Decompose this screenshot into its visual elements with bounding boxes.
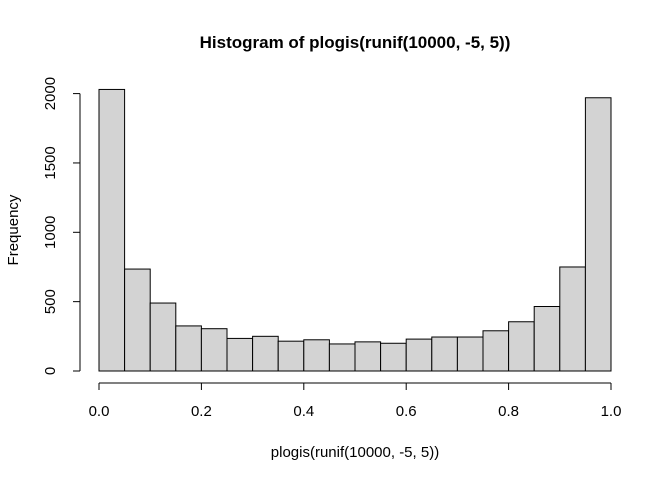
x-tick-label: 0.6 [396,403,417,420]
y-axis: 0 500 1000 1500 2000 [42,77,81,375]
x-tick-label: 0.2 [191,403,212,420]
histogram-bar [328,343,356,372]
histogram-bar [380,342,407,372]
histogram-bar [482,330,510,372]
histogram-bar [175,325,202,372]
histogram-bar [533,306,561,372]
histogram-bar [226,337,254,372]
histogram-bar [303,339,330,372]
histogram-bar [456,336,484,372]
x-tick-label: 1.0 [601,403,622,420]
y-tick-label: 500 [42,289,59,314]
x-tick-label: 0.4 [293,403,314,420]
histogram-bar [354,341,382,372]
histogram-bar [252,335,279,372]
y-tick-label: 2000 [42,77,59,110]
x-axis: 0.0 0.2 0.4 0.6 0.8 1.0 [89,382,622,420]
histogram-bar [584,97,612,372]
y-tick-label: 1500 [42,146,59,179]
histogram-bar [559,266,586,372]
histogram-bar [405,338,433,372]
x-tick-label: 0.0 [89,403,110,420]
y-tick-label: 1000 [42,216,59,249]
x-axis-label: plogis(runif(10000, -5, 5)) [271,444,439,461]
histogram-bar [508,321,535,372]
histogram-bar [124,268,151,372]
y-tick-label: 0 [42,367,59,375]
histogram-bar [149,302,177,372]
histogram-bar [431,336,458,372]
chart-title: Histogram of plogis(runif(10000, -5, 5)) [200,33,511,52]
histogram-bar [200,328,228,372]
y-axis-label: Frequency [5,194,22,265]
histogram-bar [98,88,126,372]
x-tick-label: 0.8 [498,403,519,420]
histogram-bar [277,340,305,372]
histogram-bars [98,88,612,372]
